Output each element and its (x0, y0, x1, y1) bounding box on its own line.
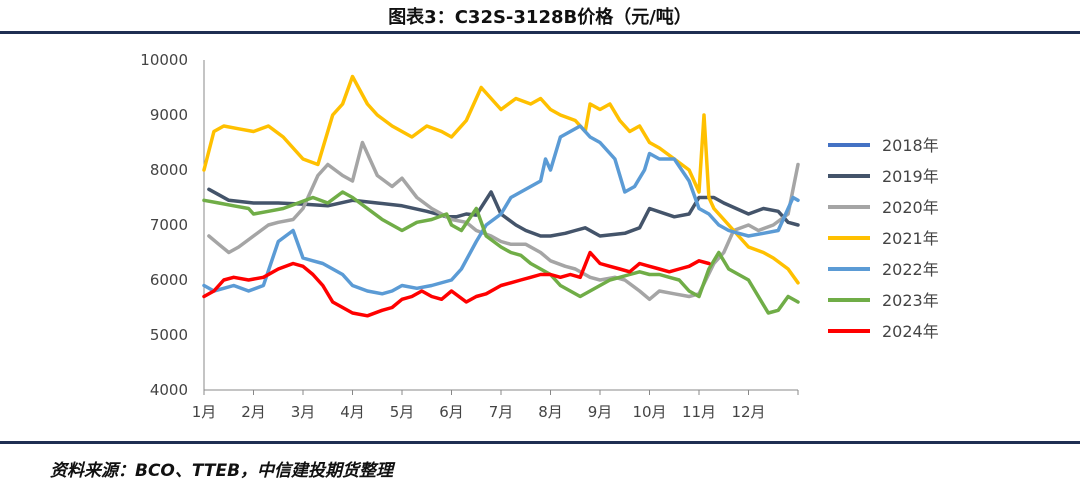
legend-label: 2022年 (882, 260, 939, 279)
legend-label: 2023年 (882, 291, 939, 310)
x-tick-label: 6月 (439, 403, 464, 421)
x-tick-label: 8月 (538, 403, 563, 421)
x-tick-label: 9月 (588, 403, 613, 421)
y-tick-label: 5000 (150, 326, 188, 344)
x-tick-label: 4月 (340, 403, 365, 421)
x-tick-label: 10月 (632, 403, 666, 421)
series-line-2024年 (202, 250, 711, 318)
legend-label: 2019年 (882, 167, 939, 186)
x-tick-label: 2月 (241, 403, 266, 421)
x-tick-label: 3月 (291, 403, 316, 421)
legend-label: 2018年 (882, 136, 939, 155)
series-line-2023年 (202, 190, 800, 315)
axes: 4000 5000 6000 7000 8000 9000 10000 1月 2月 3月 4月 5月 6… (140, 51, 799, 421)
x-tick-label: 11月 (682, 403, 716, 421)
legend-label: 2020年 (882, 198, 939, 217)
y-tick-label: 7000 (150, 216, 188, 234)
series-line-2022年 (202, 124, 800, 296)
x-tick-label: 7月 (489, 403, 514, 421)
y-tick-label: 6000 (150, 271, 188, 289)
y-tick-label: 8000 (150, 161, 188, 179)
legend-label: 2021年 (882, 229, 939, 248)
top-rule (0, 31, 1080, 34)
source-note: 资料来源：BCO、TTEB，中信建投期货整理 (50, 461, 394, 481)
y-tick-label: 10000 (140, 51, 188, 69)
series-line-2021年 (202, 74, 800, 285)
line-chart: 4000 5000 6000 7000 8000 9000 10000 1月 2月 3月 4月 5月 6… (140, 51, 939, 421)
bottom-rule (0, 441, 1080, 444)
x-tick-label: 5月 (390, 403, 415, 421)
series-line-2020年 (207, 140, 800, 302)
y-tick-label: 9000 (150, 106, 188, 124)
chart-title: 图表3：C32S-3128B价格（元/吨） (388, 7, 692, 28)
legend: 2018年 2019年 2020年 2021年 2022年 2023年 2024年 (828, 136, 939, 341)
y-tick-label: 4000 (150, 381, 188, 399)
x-tick-label: 1月 (192, 403, 217, 421)
series-lines (202, 74, 800, 318)
legend-label: 2024年 (882, 322, 939, 341)
x-tick-label: 12月 (731, 403, 765, 421)
